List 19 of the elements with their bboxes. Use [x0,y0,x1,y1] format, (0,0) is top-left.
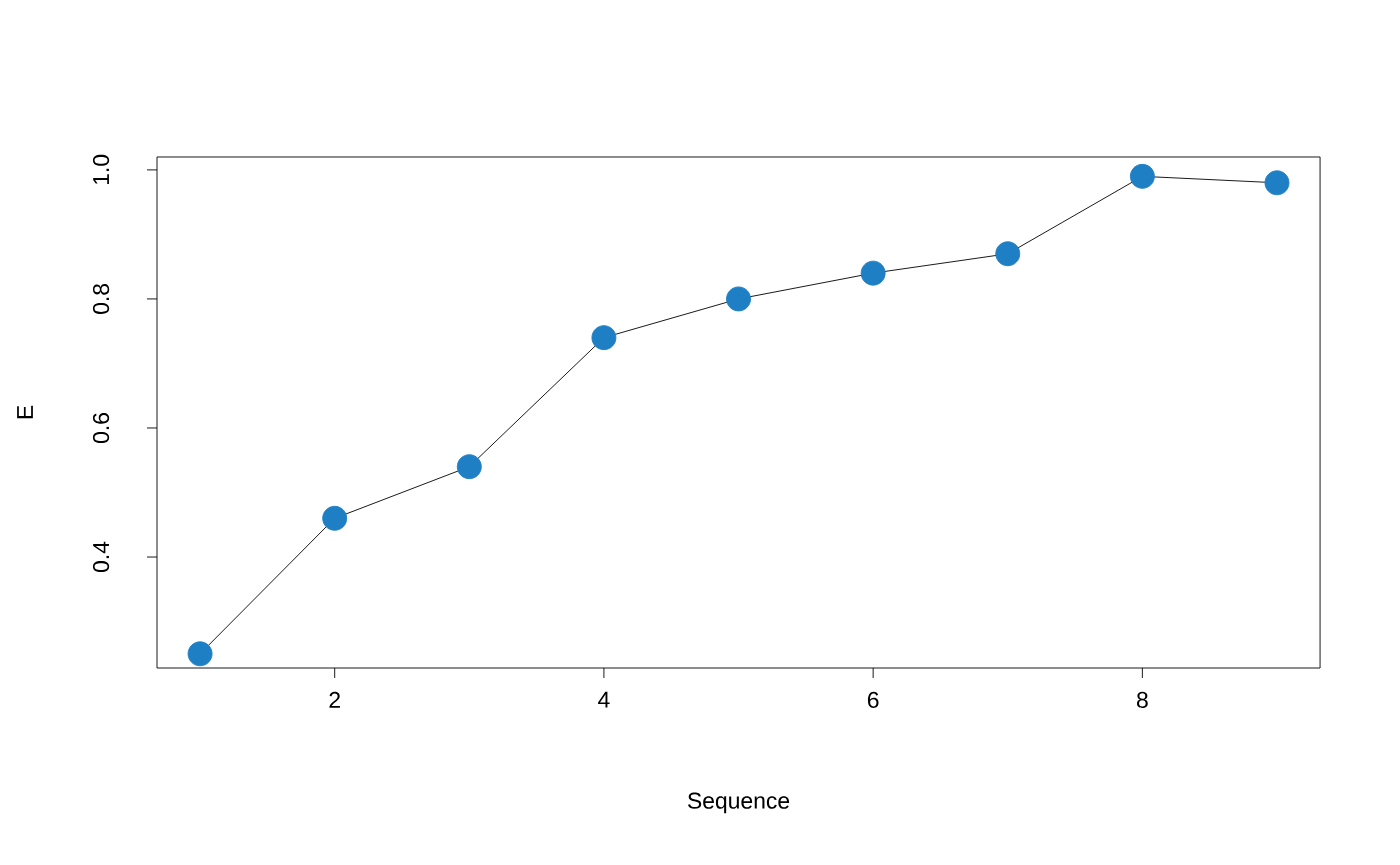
y-tick-label: 1.0 [92,154,110,185]
y-tick-label: 0.8 [92,284,110,314]
y-tick-label: 0.6 [92,413,110,444]
x-axis-title: Sequence [687,792,790,814]
point [187,641,213,667]
point [995,241,1021,267]
point [860,260,886,286]
point [1264,170,1290,196]
y-axis-title: E [17,405,33,419]
x-tick-label: 8 [1137,691,1148,709]
y-tick-label: 0.4 [92,541,110,573]
point [456,454,482,480]
point [591,325,617,351]
point [322,505,348,531]
x-tick-label: 2 [329,691,340,708]
x-tick-label: 6 [867,691,879,709]
x-tick-label: 4 [598,691,610,708]
point [1129,163,1155,189]
point [726,286,751,312]
